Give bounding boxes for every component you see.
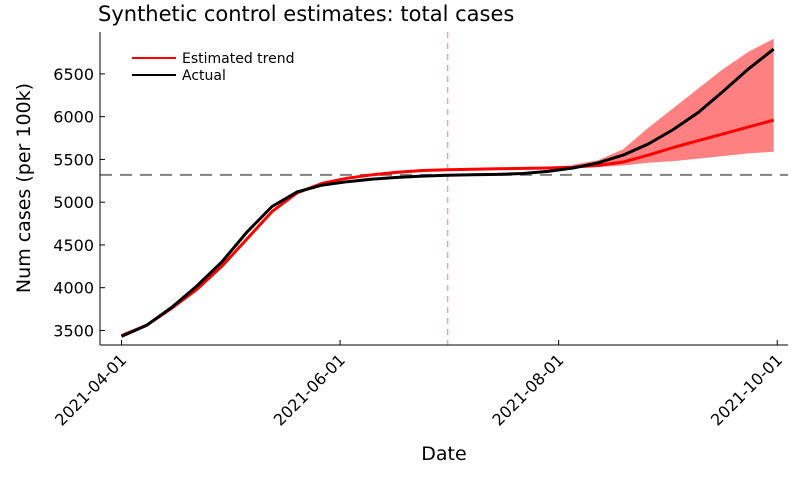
x-ticks: 2021-04-01 2021-06-01 2021-08-01 2021-10-01: [51, 340, 786, 430]
y-tick-label: 6500: [53, 65, 94, 84]
y-ticks: 3500 4000 4500 5000 5500 6000 6500: [53, 65, 105, 340]
y-tick-label: 3500: [53, 321, 94, 340]
y-tick-label: 6000: [53, 108, 94, 127]
y-tick-label: 4500: [53, 236, 94, 255]
y-axis-label: Num cases (per 100k): [13, 83, 35, 293]
legend-label-actual: Actual: [182, 68, 226, 84]
series-line-actual: [120, 47, 775, 338]
y-tick-label: 4000: [53, 279, 94, 298]
y-tick-label: 5500: [53, 150, 94, 169]
legend: Estimated trend Actual: [132, 51, 295, 84]
legend-label-estimated: Estimated trend: [182, 51, 295, 67]
x-axis-label: Date: [421, 443, 466, 465]
x-tick-label: 2021-08-01: [488, 350, 567, 429]
confidence-band: [573, 38, 774, 168]
x-tick-label: 2021-04-01: [51, 350, 130, 429]
plot-area: [100, 32, 788, 345]
chart-title: Synthetic control estimates: total cases: [98, 2, 514, 26]
series-line-estimated-trend: [120, 118, 775, 337]
x-tick-label: 2021-06-01: [270, 350, 349, 429]
y-tick-label: 5000: [53, 193, 94, 212]
x-tick-label: 2021-10-01: [707, 350, 786, 429]
